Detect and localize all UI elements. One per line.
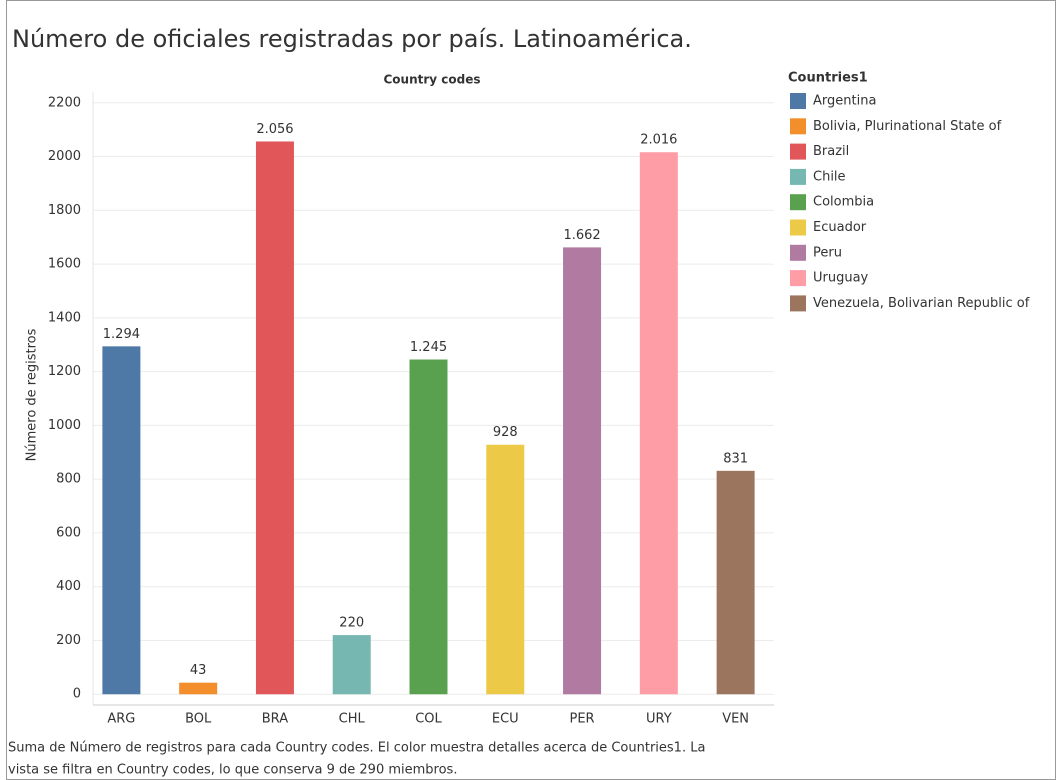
x-tick-label: BOL	[185, 712, 212, 727]
bar	[563, 247, 602, 695]
y-tick-label: 800	[56, 472, 81, 487]
y-tick-label: 400	[56, 579, 81, 594]
y-tick-label: 600	[56, 525, 81, 540]
data-label: 220	[339, 616, 364, 631]
legend-label: Argentina	[813, 94, 876, 109]
caption: Suma de Número de registros para cada Co…	[8, 741, 705, 756]
x-tick-label: VEN	[722, 712, 749, 727]
legend-label: Brazil	[813, 144, 849, 159]
data-label: 928	[493, 425, 518, 440]
frame	[6, 0, 1056, 780]
bar	[716, 470, 755, 695]
data-label: 1.662	[563, 228, 600, 243]
x-tick-label: COL	[415, 712, 442, 727]
legend-label: Ecuador	[813, 220, 867, 235]
x-tick-label: PER	[570, 712, 595, 727]
legend-label: Uruguay	[813, 271, 869, 286]
y-tick-label: 1200	[48, 364, 81, 379]
x-tick-label: ARG	[107, 712, 135, 727]
y-tick-label: 1400	[48, 310, 81, 325]
data-label: 2.016	[640, 133, 677, 148]
data-label: 1.294	[103, 327, 140, 342]
legend-swatch	[790, 194, 806, 211]
legend-label: Chile	[813, 169, 846, 184]
legend-label: Bolivia, Plurinational State of	[813, 119, 1002, 134]
legend-label: Colombia	[813, 195, 874, 210]
x-tick-label: ECU	[492, 712, 519, 727]
y-tick-label: 1800	[48, 203, 81, 218]
y-tick-label: 1000	[48, 418, 81, 433]
legend-title: Countries1	[788, 71, 868, 86]
bar	[409, 359, 448, 695]
y-tick-label: 2000	[48, 149, 81, 164]
legend-label: Venezuela, Bolivarian Republic of	[813, 296, 1030, 311]
x-tick-label: CHL	[339, 712, 366, 727]
bar	[102, 346, 141, 695]
legend-swatch	[790, 270, 806, 287]
caption: vista se filtra en Country codes, lo que…	[8, 763, 457, 778]
bar	[255, 141, 294, 695]
legend-swatch	[790, 118, 806, 135]
x-tick-label: URY	[646, 712, 672, 727]
data-label: 43	[190, 663, 207, 678]
bar	[179, 682, 218, 695]
data-label: 2.056	[256, 122, 293, 137]
data-label: 1.245	[410, 340, 447, 355]
legend-swatch	[790, 219, 806, 236]
legend-swatch	[790, 244, 806, 261]
y-tick-label: 0	[73, 687, 81, 702]
bar	[486, 444, 525, 695]
data-label: 831	[723, 451, 748, 466]
chart-title: Número de oficiales registradas por país…	[12, 25, 692, 53]
y-tick-label: 2200	[48, 95, 81, 110]
legend-swatch	[790, 295, 806, 312]
y-tick-label: 200	[56, 633, 81, 648]
x-tick-label: BRA	[262, 712, 288, 727]
legend-label: Peru	[813, 245, 842, 260]
legend-swatch	[790, 143, 806, 160]
x-axis-title: Country codes	[383, 73, 480, 87]
y-axis-title: Número de registros	[25, 328, 40, 461]
legend-swatch	[790, 168, 806, 185]
bar	[639, 152, 678, 695]
bar	[332, 635, 371, 695]
y-tick-label: 1600	[48, 257, 81, 272]
legend-swatch	[790, 93, 806, 109]
